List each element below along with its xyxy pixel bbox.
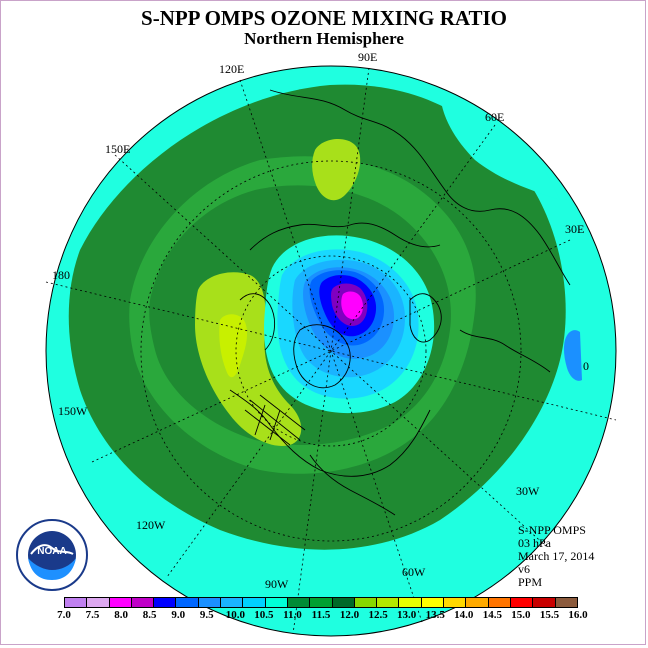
region-yellowgreen-north	[312, 138, 361, 201]
colorbar-swatch	[65, 598, 88, 607]
colorbar-tick-label: 16.0	[568, 609, 588, 621]
lon-label-120e: 120E	[219, 62, 245, 76]
lon-label-150e: 150E	[105, 142, 131, 156]
coastline-gulf	[309, 454, 396, 516]
figure-subtitle: Northern Hemisphere	[244, 29, 404, 48]
colorbar-tick-label: 8.5	[142, 609, 157, 621]
us-state-grid	[244, 394, 306, 446]
colorbar-tick-label: 11.0	[283, 609, 302, 621]
colorbar-tick-label: 8.0	[114, 609, 128, 621]
colorbar-swatch	[354, 598, 378, 607]
colorbar-swatch	[287, 598, 311, 607]
info-date: March 17, 2014	[518, 549, 595, 563]
colorbar-swatch	[377, 598, 400, 607]
colorbar-tick-label: 15.5	[539, 609, 560, 621]
coastline-siberia	[249, 222, 441, 251]
colorbar-swatch	[131, 598, 155, 607]
colorbar-swatch	[466, 598, 489, 607]
colorbar-tick-label: 7.0	[57, 609, 71, 621]
colorbar-swatch	[176, 598, 199, 607]
figure-title: S-NPP OMPS OZONE MIXING RATIO	[141, 6, 507, 30]
region-magenta-vortex	[341, 291, 363, 320]
info-block: S-NPP OMPS 03 hPa March 17, 2014 v6 PPM	[518, 524, 594, 589]
colorbar-swatch	[421, 598, 445, 607]
latitude-circle-60	[235, 255, 427, 447]
info-version: v6	[518, 562, 530, 576]
meridian-150e-30w	[114, 154, 548, 548]
colorbar-tick-label: 12.0	[339, 609, 360, 621]
lon-label-90e: 90E	[358, 50, 378, 64]
latitude-circle-30	[140, 160, 522, 542]
colorbar-swatch	[243, 598, 266, 607]
colorbar-swatch	[221, 598, 244, 607]
colorbar-swatch	[310, 598, 333, 607]
colorbar-swatch	[332, 598, 355, 607]
meridian-60e-120w	[166, 124, 496, 578]
colorbar-tick-label: 9.0	[171, 609, 186, 621]
colorbar-swatch	[555, 598, 577, 607]
coastlines	[229, 89, 571, 516]
lon-label-30e: 30E	[565, 222, 585, 236]
colorbar-tick-label: 14.0	[454, 609, 474, 621]
lon-label-150w: 150W	[58, 404, 88, 418]
coastline-alaska	[239, 293, 276, 351]
colorbar-tick-label: 13.0	[397, 609, 417, 621]
info-level: 03 hPa	[518, 536, 551, 550]
colorbar-tick-label: 9.5	[199, 609, 214, 621]
colorbar-tick-label: 7.5	[85, 609, 100, 621]
colorbar-tick-label: 12.5	[368, 609, 388, 621]
region-blue-atlantic	[563, 330, 582, 381]
colorbar-swatch	[198, 598, 222, 607]
colorbar-swatch	[399, 598, 422, 607]
region-yellowgreen-pacific	[195, 272, 302, 446]
lon-label-90w: 90W	[265, 577, 289, 591]
colorbar-tick-label: 10.5	[254, 609, 274, 621]
svg-text:NOAA: NOAA	[37, 546, 66, 557]
region-yellow-pacific	[219, 314, 248, 378]
coastline-europe	[459, 329, 551, 373]
colorbar-tick-label: 10.0	[225, 609, 245, 621]
colorbar-tick-label: 13.5	[425, 609, 445, 621]
colorbar-swatch	[444, 598, 467, 607]
region-upper-cyan-notch	[440, 90, 560, 200]
lon-label-30w: 30W	[516, 484, 540, 498]
colorbar-swatch	[265, 598, 288, 607]
colorbar-tick-label: 14.5	[482, 609, 502, 621]
coastline-eurasia	[269, 89, 571, 286]
colorbar-swatch	[510, 598, 534, 607]
info-instrument: S-NPP OMPS	[518, 523, 586, 537]
lon-label-60e: 60E	[485, 110, 505, 124]
colorbar	[64, 597, 578, 608]
colorbar-swatch	[87, 598, 110, 607]
colorbar-swatch	[488, 598, 511, 607]
colorbar-ticks: 7.0 7.5 8.0 8.5 9.0 9.5 10.0 10.5 11.0 11.5 12.0 12…	[57, 609, 588, 623]
noaa-logo-icon: NOAA	[16, 519, 88, 591]
globe-outline	[45, 65, 617, 637]
coastline-north-america	[229, 389, 431, 477]
lon-label-60w: 60W	[402, 565, 426, 579]
lon-label-180: 180	[52, 268, 70, 282]
coastline-scandinavia	[409, 293, 442, 343]
colorbar-swatch	[154, 598, 177, 607]
colorbar-tick-label: 11.5	[311, 609, 331, 621]
colorbar-swatch	[533, 598, 556, 607]
lon-label-120w: 120W	[136, 518, 166, 532]
colorbar-tick-label: 15.0	[511, 609, 531, 621]
info-units: PPM	[518, 575, 543, 589]
lon-label-0: 0	[583, 359, 589, 373]
coastline-greenland	[293, 324, 351, 389]
graticule	[45, 67, 617, 635]
colorbar-swatch	[109, 598, 132, 607]
